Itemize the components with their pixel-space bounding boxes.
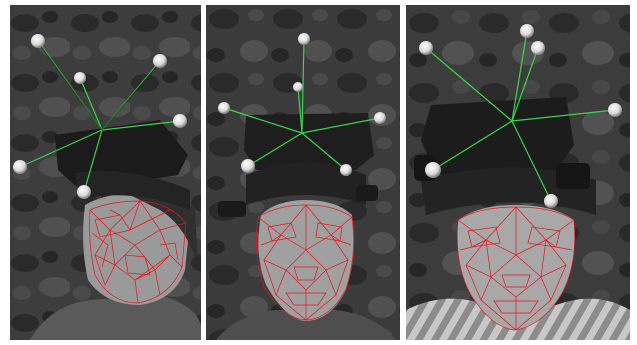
photo-panel-right xyxy=(406,5,630,340)
helmet xyxy=(421,97,574,175)
face-mesh xyxy=(256,204,354,321)
marker-balls xyxy=(13,34,187,199)
shoulders xyxy=(30,295,201,340)
face xyxy=(457,205,575,330)
face-mesh xyxy=(456,206,576,331)
tracker-lines xyxy=(223,38,381,171)
face xyxy=(83,193,190,305)
photo-panel-center xyxy=(206,5,400,340)
shoulders xyxy=(216,310,396,340)
marker-balls xyxy=(419,24,622,208)
face-mesh xyxy=(89,200,187,304)
face xyxy=(258,200,354,321)
helmet xyxy=(244,113,374,170)
photo-panel-left xyxy=(10,5,201,340)
tracker-lines xyxy=(425,30,616,202)
marker-balls xyxy=(218,33,386,176)
